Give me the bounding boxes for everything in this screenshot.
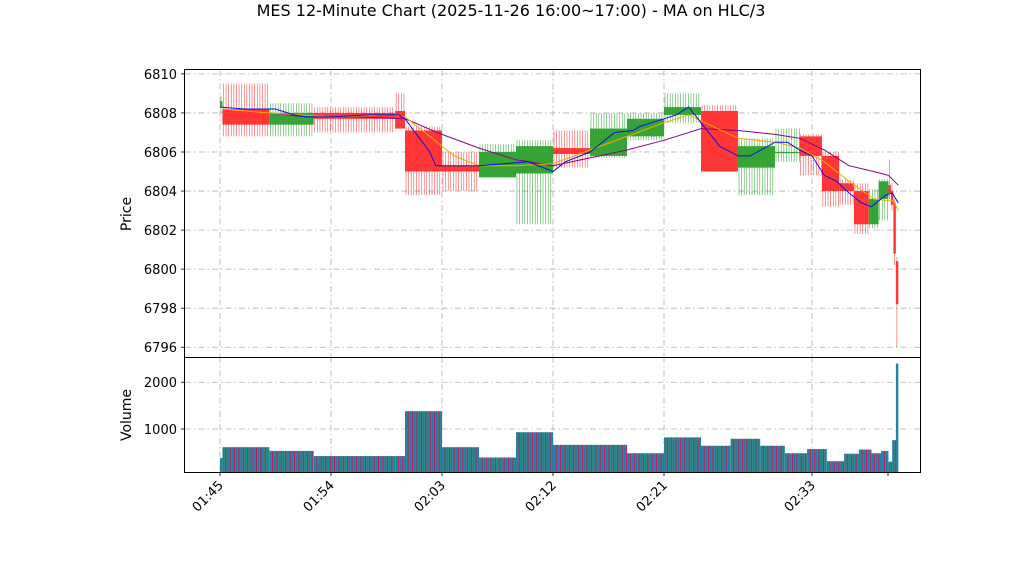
candle bbox=[553, 130, 590, 168]
volume-bar bbox=[269, 450, 314, 472]
candle-body bbox=[590, 128, 627, 156]
candle bbox=[269, 103, 314, 137]
volume-tick-label: 1000 bbox=[144, 423, 177, 438]
volume-bar bbox=[405, 411, 442, 472]
volume-bar bbox=[888, 461, 893, 472]
candle-body bbox=[220, 101, 223, 108]
volume-bar bbox=[892, 440, 896, 472]
candle-body bbox=[442, 165, 479, 172]
candle-body bbox=[701, 111, 738, 172]
candle bbox=[895, 257, 899, 348]
volume-bar bbox=[871, 453, 882, 472]
volume-bar-fill bbox=[826, 461, 845, 472]
volume-bar bbox=[313, 456, 396, 472]
candle-body bbox=[821, 155, 840, 192]
ma-mid-line bbox=[222, 108, 899, 211]
candle bbox=[738, 138, 775, 195]
candle-body bbox=[775, 152, 800, 154]
volume-bar bbox=[222, 447, 270, 472]
volume-bar bbox=[730, 438, 761, 472]
candle-body bbox=[627, 118, 664, 137]
time-tick-label: 01:45 bbox=[190, 478, 227, 515]
volume-bar bbox=[220, 457, 223, 472]
time-tick-label: 02:21 bbox=[634, 478, 671, 515]
volume-bar bbox=[826, 461, 845, 472]
moving-average-lines bbox=[219, 106, 899, 211]
volume-bars bbox=[220, 363, 899, 472]
candle bbox=[479, 144, 516, 178]
volume-bar bbox=[807, 449, 827, 472]
volume-bar bbox=[395, 456, 406, 472]
volume-bar bbox=[858, 449, 872, 472]
ma-fast-line bbox=[219, 106, 899, 208]
candle bbox=[442, 152, 479, 192]
candle bbox=[405, 126, 442, 195]
price-tick-label: 6796 bbox=[144, 341, 177, 356]
volume-bar bbox=[442, 447, 479, 472]
volume-bar bbox=[784, 453, 808, 472]
candle-body bbox=[888, 185, 891, 193]
volume-bar bbox=[760, 445, 785, 472]
volume-bar bbox=[881, 450, 889, 472]
candle-body bbox=[799, 136, 822, 156]
price-axis-label: Price bbox=[119, 197, 135, 231]
volume-bar-fill bbox=[888, 461, 893, 472]
candle bbox=[890, 183, 894, 211]
volume-tick-label: 2000 bbox=[144, 376, 177, 391]
volume-panel-frame bbox=[184, 357, 921, 473]
candle-body bbox=[868, 198, 879, 225]
candle-body bbox=[269, 112, 314, 125]
price-candles bbox=[220, 83, 899, 348]
candle bbox=[893, 198, 896, 266]
volume-bar bbox=[664, 437, 701, 472]
time-tick-label: 02:12 bbox=[523, 478, 560, 515]
volume-bar bbox=[516, 432, 553, 472]
volume-bar bbox=[479, 457, 516, 472]
volume-bar bbox=[844, 453, 859, 472]
candle-body bbox=[553, 148, 590, 154]
volume-bar-fill bbox=[892, 440, 896, 472]
price-tick-label: 6810 bbox=[144, 68, 177, 83]
volume-bar bbox=[895, 363, 899, 472]
candle bbox=[701, 105, 738, 172]
candle bbox=[821, 152, 840, 207]
price-tick-label: 6798 bbox=[144, 302, 177, 317]
time-tick-label: 02:03 bbox=[412, 478, 449, 515]
volume-bar-fill bbox=[269, 450, 314, 472]
candle-body bbox=[895, 261, 899, 305]
volume-bar bbox=[701, 445, 731, 472]
volume-bar bbox=[627, 453, 664, 472]
price-tick-label: 6806 bbox=[144, 146, 177, 161]
price-tick-label: 6804 bbox=[144, 185, 177, 200]
candle bbox=[868, 189, 879, 229]
volume-axis-label: Volume bbox=[119, 389, 135, 441]
candle bbox=[313, 107, 396, 133]
chart-title: MES 12-Minute Chart (2025-11-26 16:00~17… bbox=[257, 1, 766, 20]
volume-axis: 1000 2000 bbox=[144, 376, 185, 438]
price-tick-label: 6808 bbox=[144, 107, 177, 122]
time-axis: 01:45 01:54 02:03 02:12 02:21 02:33 bbox=[190, 472, 889, 515]
candle bbox=[220, 95, 223, 113]
candle-body bbox=[839, 183, 854, 192]
candle-body bbox=[853, 191, 869, 225]
candle bbox=[395, 93, 405, 129]
time-tick-label: 01:54 bbox=[301, 478, 338, 515]
volume-bar-fill bbox=[858, 449, 872, 472]
candle-body bbox=[738, 146, 775, 168]
candle bbox=[516, 140, 553, 225]
candle-body bbox=[222, 109, 270, 125]
price-axis: 6796 6798 6800 6802 6804 6806 6808 6810 bbox=[144, 68, 185, 356]
candle bbox=[627, 112, 664, 141]
candle-body bbox=[890, 191, 894, 205]
price-tick-label: 6802 bbox=[144, 224, 177, 239]
candle bbox=[888, 159, 891, 199]
volume-bar bbox=[553, 444, 628, 472]
candle-body bbox=[878, 181, 889, 199]
time-tick-label: 02:33 bbox=[782, 478, 819, 515]
candle-body bbox=[395, 111, 405, 129]
price-tick-label: 6800 bbox=[144, 263, 177, 278]
candle-body bbox=[893, 202, 896, 254]
